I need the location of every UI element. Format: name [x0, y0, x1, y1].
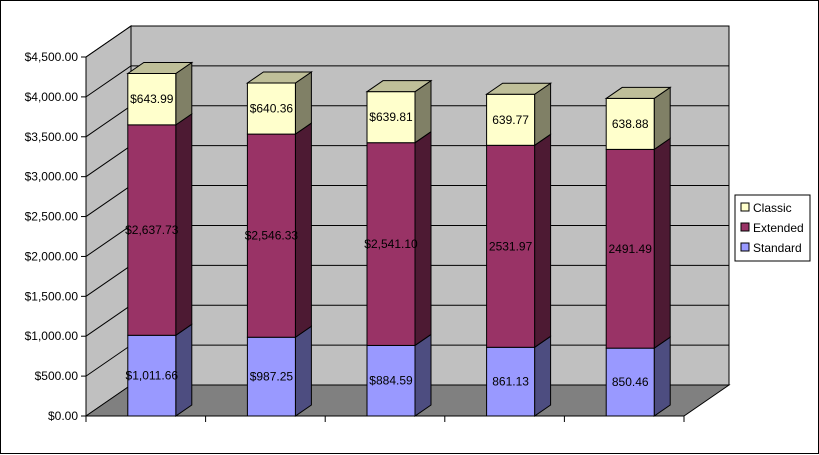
data-label: 639.77: [492, 113, 529, 127]
data-label: $640.36: [250, 102, 294, 116]
bar-front: [486, 346, 536, 417]
bar-front: [486, 144, 536, 348]
bar-side: [534, 335, 552, 417]
bar-front: [605, 97, 655, 150]
bar-segment-classic: [245, 71, 314, 136]
y-tick-label: $3,000.00: [25, 170, 79, 184]
bar-top: [604, 86, 672, 99]
bar-front: [366, 91, 416, 144]
bar-front: [366, 142, 416, 346]
bar-segment-classic: [126, 61, 194, 126]
bar-segment-extended: [366, 130, 432, 347]
y-tick-label: $2,500.00: [25, 210, 79, 224]
bar-front: [246, 133, 296, 338]
data-label: $2,546.33: [245, 229, 299, 243]
gridline: [85, 65, 729, 98]
gridline: [85, 25, 729, 58]
legend-swatch: [740, 222, 750, 232]
bar-side: [653, 336, 671, 417]
legend-entry: Classic: [753, 201, 792, 215]
data-label: $639.81: [369, 110, 413, 124]
bar-stack: [245, 71, 314, 417]
bar-front: [605, 148, 655, 349]
legend-swatch: [740, 202, 750, 212]
bar-segment-extended: [246, 122, 312, 339]
bar-front: [127, 72, 177, 126]
bar-segment-standard: [486, 335, 552, 417]
legend-entry: Extended: [753, 221, 804, 235]
data-label: 861.13: [492, 375, 529, 389]
bar-front: [486, 93, 536, 146]
data-label: $2,637.73: [125, 223, 179, 237]
bar-stack: [484, 82, 553, 417]
y-tick-label: $3,500.00: [25, 130, 79, 144]
bar-top: [126, 61, 194, 74]
data-label: $987.25: [250, 370, 294, 384]
bar-segment-extended: [486, 133, 552, 349]
y-tick-label: $500.00: [35, 369, 79, 383]
bar-front: [605, 347, 655, 417]
data-label: 850.46: [612, 375, 649, 389]
data-label: $884.59: [369, 374, 413, 388]
legend-entry: Standard: [753, 241, 802, 255]
bar-stack: [365, 79, 433, 417]
bar-stack: [604, 86, 672, 417]
bar-segment-extended: [127, 112, 193, 337]
data-label: 638.88: [612, 117, 649, 131]
bar-side: [294, 325, 312, 417]
bar-segment-classic: [484, 82, 553, 147]
bar-side: [653, 137, 671, 350]
bar-side: [534, 133, 552, 349]
legend-swatch: [740, 242, 750, 252]
bar-front: [246, 336, 296, 417]
data-label: $643.99: [130, 92, 174, 106]
bar-segment-standard: [246, 325, 312, 417]
data-label: $2,541.10: [364, 237, 418, 251]
data-label: 2491.49: [609, 242, 653, 256]
bar-segment-classic: [365, 79, 433, 144]
bar-segment-standard: [605, 336, 671, 417]
data-label: 2531.97: [489, 239, 533, 253]
y-tick-label: $2,000.00: [25, 249, 79, 263]
bar-front: [366, 344, 416, 417]
y-tick-label: $4,500.00: [25, 50, 79, 64]
bar-side: [414, 333, 432, 417]
y-tick-label: $0.00: [48, 409, 78, 423]
bar-segment-extended: [605, 137, 671, 350]
y-tick-label: $1,500.00: [25, 289, 79, 303]
bar-segment-standard: [366, 333, 432, 417]
y-tick-label: $1,000.00: [25, 329, 79, 343]
bar-stack: [126, 61, 194, 417]
bar-side: [175, 323, 193, 417]
data-label: $1,011.66: [126, 369, 179, 383]
bar-top: [365, 80, 433, 93]
bar-top: [484, 82, 553, 95]
bar-front: [246, 82, 296, 135]
side-wall: [85, 25, 132, 417]
y-tick-label: $4,000.00: [25, 90, 79, 104]
bar-segment-classic: [604, 86, 672, 151]
bar-top: [245, 71, 314, 84]
